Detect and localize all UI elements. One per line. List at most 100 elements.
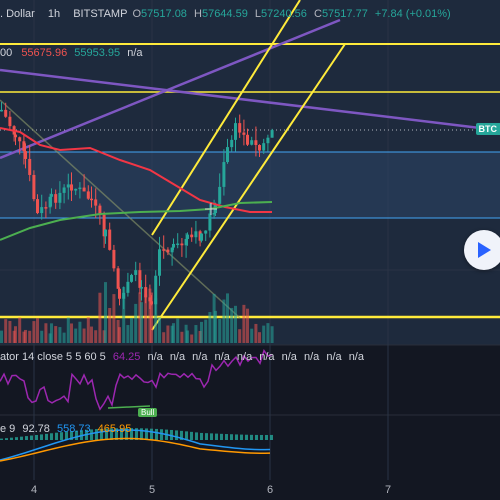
play-icon [478, 242, 491, 258]
volume-bar [126, 325, 130, 343]
candle-body [102, 214, 106, 237]
candle-body [140, 287, 143, 289]
x-axis-label: 7 [385, 484, 392, 496]
volume-bar [238, 329, 242, 343]
candle-body [48, 196, 52, 208]
indicator1-pane-bg [0, 345, 500, 415]
macd-hist-bar [200, 432, 203, 440]
macd-hist-bar [60, 432, 63, 440]
channel-upper[interactable] [151, 0, 301, 236]
volume-bar [74, 328, 78, 343]
ma-legend: 00 55675.96 55953.95 n/a [0, 47, 147, 59]
macd-hist-bar [230, 434, 233, 440]
candle-body [242, 132, 246, 135]
candle-body [130, 274, 133, 282]
x-axis-label: 4 [31, 484, 38, 496]
low-label: L [254, 8, 262, 20]
volume-bar [172, 323, 175, 343]
macd-hist-bar [265, 434, 268, 440]
candle-body [246, 134, 249, 145]
indicator1-na: n/a [147, 351, 163, 363]
x-axis-label: 5 [149, 484, 156, 496]
volume-bar [258, 332, 261, 343]
candle-body [200, 233, 203, 241]
volume-bar [234, 305, 237, 343]
volume-bar [78, 321, 82, 343]
volume-bar [246, 308, 249, 343]
moving-average-red[interactable] [0, 127, 272, 213]
trendline-up[interactable] [0, 18, 341, 160]
macd-hist-bar [115, 428, 118, 440]
candle-body [190, 234, 194, 238]
volume-bar [70, 323, 73, 343]
macd-line[interactable] [0, 429, 271, 461]
indicator2-value-2: 558.73 [56, 423, 91, 435]
volume-bar [108, 307, 112, 343]
indicator1-label[interactable]: ator 14 close 5 5 60 5 [0, 351, 106, 363]
volume-bar [150, 292, 153, 343]
price-tag: BTC [475, 123, 500, 135]
bull-divergence-line[interactable] [107, 405, 151, 409]
symbol-name[interactable]: . Dollar [0, 8, 35, 20]
macd-hist-bar [160, 429, 163, 440]
candle-body [166, 249, 170, 253]
volume-bar [194, 325, 198, 343]
indicator1-na: n/a [169, 351, 186, 363]
candle-body [218, 186, 222, 204]
moving-average-green[interactable] [0, 201, 273, 241]
candle-body [148, 297, 152, 302]
macd-hist-bar [150, 428, 153, 440]
volume-bar [214, 310, 217, 343]
trendline-faint[interactable] [0, 99, 241, 319]
candle-body [150, 301, 153, 305]
candle-body [90, 198, 93, 201]
volume-bar [230, 307, 234, 343]
candle-body [8, 116, 12, 127]
indicator2-label[interactable]: e 9 [0, 423, 16, 435]
candle-body [24, 151, 27, 159]
trendline-down[interactable] [0, 68, 481, 130]
candle-body [98, 205, 102, 215]
macd-hist-bar [180, 430, 183, 440]
interval[interactable]: 1h [47, 8, 61, 20]
oscillator-line[interactable] [0, 348, 273, 411]
candle-body [36, 199, 39, 214]
candle-body [78, 187, 82, 190]
volume-bar [166, 325, 170, 343]
go-to-realtime-button[interactable] [464, 230, 500, 270]
candle-body [70, 184, 73, 191]
macd-hist-bar [270, 434, 273, 440]
ma-legend-prefix[interactable]: 00 [0, 47, 13, 59]
macd-hist-bar [30, 435, 33, 440]
macd-hist-bar [250, 434, 253, 440]
channel-lower[interactable] [151, 43, 346, 331]
candle-body [40, 207, 44, 214]
macd-hist-bar [155, 428, 158, 440]
macd-hist-bar [205, 433, 208, 440]
volume-bar [148, 288, 152, 343]
candle-body [212, 213, 216, 215]
candle-body [28, 158, 32, 175]
volume-bar [250, 328, 254, 343]
macd-hist-bar [45, 433, 48, 440]
close-label: C [313, 8, 322, 20]
macd-signal-line[interactable] [0, 437, 271, 462]
indicator2-value-3: 465.95 [97, 423, 132, 435]
volume-bar [8, 320, 12, 343]
candle-body [58, 192, 62, 203]
volume-bar [218, 319, 222, 343]
exchange: BITSTAMP [73, 8, 128, 20]
volume-bar [32, 321, 36, 343]
candle-body [94, 199, 98, 206]
open-label: O [132, 8, 142, 20]
candle-body [238, 123, 242, 133]
bull-label: Bull [138, 408, 158, 417]
macd-hist-bar [220, 433, 223, 440]
macd-hist-bar [75, 430, 78, 440]
candle-body [108, 229, 112, 250]
high-value: 57644.59 [201, 8, 248, 20]
candle-body [226, 147, 229, 163]
candle-body [176, 243, 180, 246]
